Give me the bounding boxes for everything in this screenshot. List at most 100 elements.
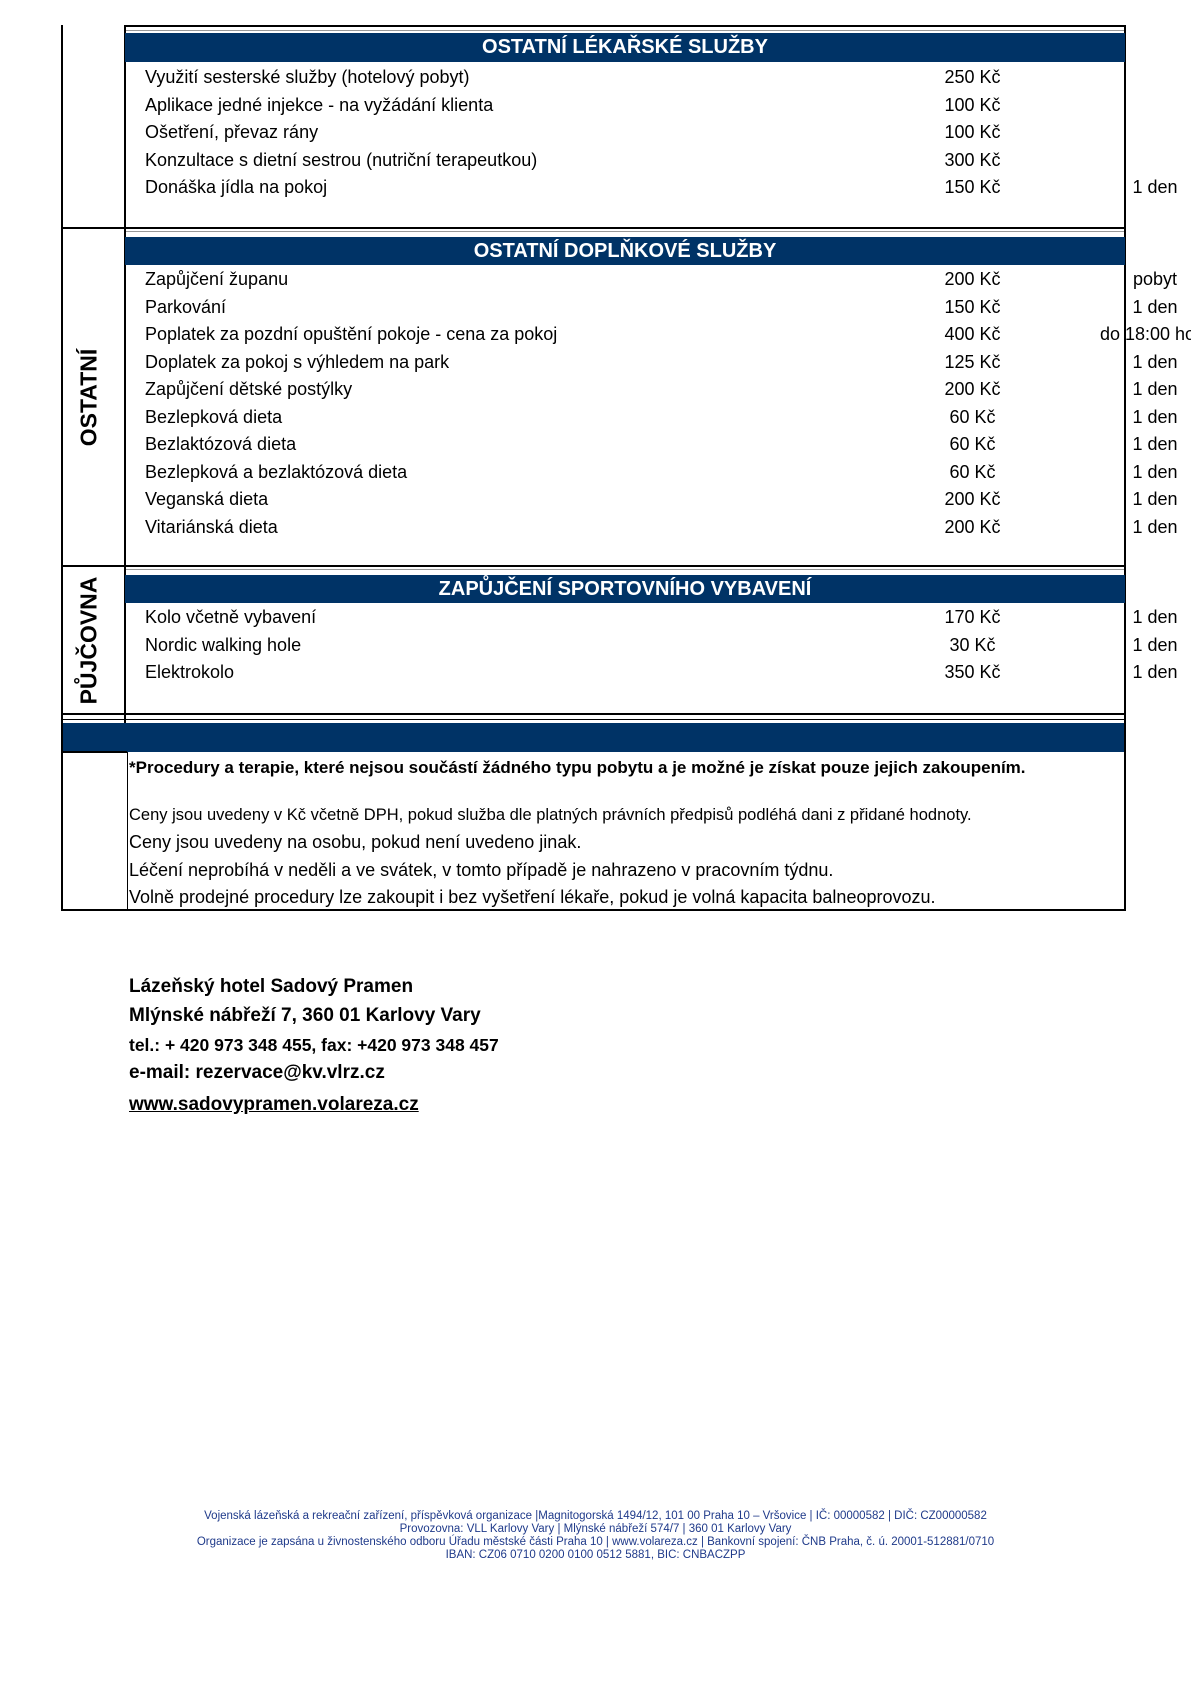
row-price: 200 Kč: [944, 489, 1001, 509]
footer-line: Provozovna: VLL Karlovy Vary | Mlýnské n…: [399, 1522, 792, 1535]
row-name: Doplatek za pokoj s výhledem na park: [145, 351, 450, 372]
table-row: Doplatek za pokoj s výhledem na park 125 …: [125, 349, 1178, 377]
notes-bold: *Procedury a terapie, které nejsou součá…: [129, 758, 1026, 777]
row-name: Ošetření, převaz rány: [145, 122, 319, 142]
section-header: OSTATNÍ DOPLŇKOVÉ SLUŽBY: [125, 237, 1125, 265]
section-supplementary: Zapůjčení županu 200 Kč pobyt Parkování 150 …: [125, 266, 1191, 542]
row-name: Zapůjčení dětské postýlky: [145, 379, 353, 399]
row-name: Donáška jídla na pokoj: [145, 177, 328, 197]
note-line: Ceny jsou uvedeny na osobu, pokud není u…: [129, 832, 582, 852]
divider-1-inner: [126, 231, 1124, 232]
section-header: OSTATNÍ LÉKAŘSKÉ SLUŽBY: [125, 33, 1125, 62]
row-price: 30 Kč: [949, 634, 996, 655]
divider-3b: [61, 719, 1126, 720]
row-unit: 1 den: [1132, 634, 1178, 655]
row-price: 200 Kč: [944, 269, 1001, 289]
section-medical: Využití sesterské služby (hotelový pobyt…: [125, 64, 1178, 202]
section-sport-rental: Kolo včetně vybavení 170 Kč 1 den Nordic wa…: [125, 604, 1178, 687]
note-line: Léčení neprobíhá v neděli a ve svátek, v…: [129, 860, 834, 880]
frame-top: [124, 25, 1126, 27]
row-price: 170 Kč: [944, 607, 1001, 627]
row-price: 400 Kč: [944, 324, 1001, 344]
row-unit: 1 den: [1132, 406, 1178, 427]
row-name: Zapůjčení županu: [145, 269, 289, 289]
notes-band-bottom: [61, 751, 127, 753]
frame-bottom: [61, 909, 1126, 911]
frame-inner: [124, 25, 126, 752]
row-price: 100 Kč: [944, 94, 1001, 115]
table-row: Zapůjčení dětské postýlky 200 Kč 1 den: [125, 376, 1178, 404]
table-row: Nordic walking hole 30 Kč 1 den: [125, 632, 1178, 660]
divider-2: [61, 565, 1126, 567]
footer: Vojenská lázeňská a rekreační zařízení, …: [0, 1510, 1191, 1561]
hotel-website-link[interactable]: www.sadovypramen.volareza.cz: [129, 1094, 419, 1115]
row-unit: 1 den: [1132, 461, 1178, 482]
row-price: 300 Kč: [944, 149, 1001, 170]
row-price: 150 Kč: [944, 177, 1001, 197]
row-name: Veganská dieta: [145, 489, 269, 509]
table-row: Využití sesterské služby (hotelový pobyt…: [125, 64, 1125, 92]
row-name: Bezlepková dieta: [145, 406, 283, 427]
side-label-ostatni: OSTATNÍ: [75, 348, 101, 446]
row-price: 125 Kč: [944, 351, 1001, 372]
frame-inner-notes: [127, 752, 128, 910]
table-row: Vitariánská dieta 200 Kč 1 den: [125, 514, 1178, 542]
row-name: Kolo včetně vybavení: [145, 607, 317, 627]
row-name: Elektrokolo: [145, 662, 235, 682]
table-row: Kolo včetně vybavení 170 Kč 1 den: [125, 604, 1178, 632]
footer-line: Vojenská lázeňská a rekreační zařízení, …: [204, 1510, 987, 1522]
row-price: 60 Kč: [949, 406, 996, 427]
row-name: Využití sesterské služby (hotelový pobyt…: [145, 67, 470, 87]
row-unit: 1 den: [1132, 351, 1178, 372]
row-unit: 1 den: [1132, 379, 1178, 399]
hotel-name: Lázeňský hotel Sadový Pramen: [129, 976, 414, 997]
table-row: Zapůjčení županu 200 Kč pobyt: [125, 266, 1177, 294]
hotel-address: Mlýnské nábřeží 7, 360 01 Karlovy Vary: [129, 1005, 481, 1026]
table-row: Ošetření, převaz rány 100 Kč: [125, 119, 1125, 147]
note-line: Volně prodejné procedury lze zakoupit i …: [129, 887, 936, 907]
notes-band: [63, 723, 1124, 752]
divider-1: [61, 227, 1126, 229]
divider-2-inner: [126, 569, 1124, 570]
row-unit: 1 den: [1132, 607, 1178, 627]
footer-line: IBAN: CZ06 0710 0200 0100 0512 5881, BIC…: [445, 1548, 746, 1561]
table-row: Elektrokolo 350 Kč 1 den: [125, 659, 1178, 687]
note-line: Ceny jsou uvedeny v Kč včetně DPH, pokud…: [129, 806, 972, 824]
row-unit: 1 den: [1132, 516, 1178, 537]
row-price: 200 Kč: [944, 379, 1001, 399]
row-name: Konzultace s dietní sestrou (nutriční te…: [145, 149, 538, 170]
table-row: Bezlepková a bezlaktózová dieta 60 Kč 1 de…: [125, 459, 1178, 487]
row-price: 60 Kč: [949, 461, 996, 482]
frame-left: [61, 25, 63, 911]
row-price: 150 Kč: [944, 296, 1001, 317]
row-name: Bezlaktózová dieta: [145, 434, 297, 454]
row-name: Vitariánská dieta: [145, 516, 278, 537]
table-row: Bezlepková dieta 60 Kč 1 den: [125, 404, 1178, 432]
row-name: Nordic walking hole: [145, 634, 302, 655]
table-row: Poplatek za pozdní opuštění pokoje - cen…: [125, 321, 1191, 349]
row-unit: do 18:00 hod.: [1099, 324, 1191, 344]
table-row: Veganská dieta 200 Kč 1 den: [125, 486, 1178, 514]
footer-line: Organizace je zapsána u živnostenského o…: [196, 1536, 995, 1548]
row-price: 100 Kč: [944, 122, 1001, 142]
row-unit: 1 den: [1132, 489, 1178, 509]
frame-top-inner: [126, 30, 1124, 31]
table-row: Parkování 150 Kč 1 den: [125, 294, 1178, 322]
row-name: Aplikace jedné injekce - na vyžádání kli…: [145, 94, 494, 115]
row-unit: 1 den: [1132, 177, 1178, 197]
row-price: 350 Kč: [944, 662, 1001, 682]
table-row: Konzultace s dietní sestrou (nutriční te…: [125, 147, 1125, 175]
row-price: 60 Kč: [949, 434, 996, 454]
row-unit: 1 den: [1132, 662, 1178, 682]
row-price: 250 Kč: [944, 67, 1001, 87]
side-label-pujcovna: PŮJČOVNA: [75, 576, 101, 704]
frame-right: [1124, 25, 1126, 911]
hotel-email: e-mail: rezervace@kv.vlrz.cz: [129, 1062, 385, 1083]
divider-3: [61, 713, 1126, 715]
row-name: Poplatek za pozdní opuštění pokoje - cen…: [145, 324, 558, 344]
row-price: 200 Kč: [944, 516, 1001, 537]
row-unit: 1 den: [1132, 434, 1178, 454]
hotel-phone: tel.: + 420 973 348 455, fax: +420 973 3…: [129, 1035, 499, 1055]
table-row: Aplikace jedné injekce - na vyžádání kli…: [125, 92, 1125, 120]
